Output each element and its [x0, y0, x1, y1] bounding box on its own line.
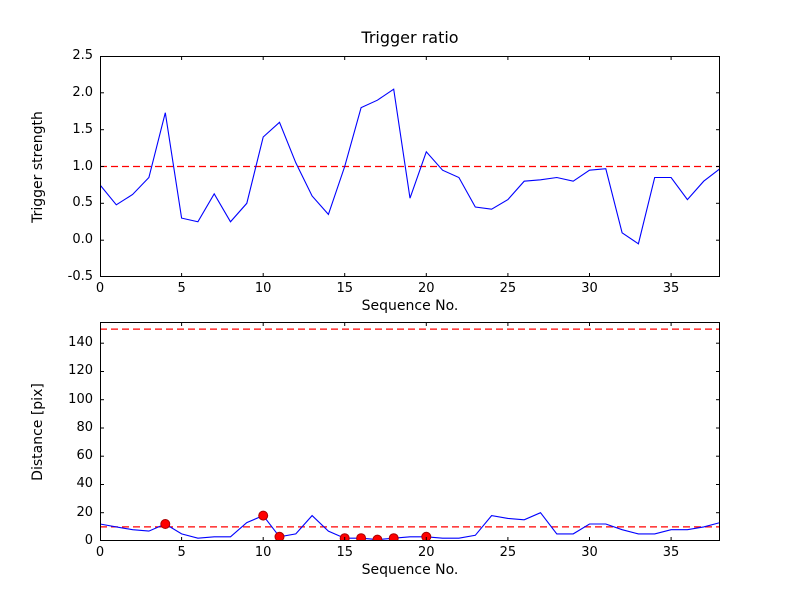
x-tick-label: 0: [95, 545, 105, 560]
x-tick-label: 15: [336, 545, 354, 560]
x-tick-label: 35: [662, 545, 680, 560]
y-tick-label: 0: [84, 533, 93, 548]
x-axis-label: Sequence No.: [361, 298, 459, 314]
y-tick-label: 0.5: [72, 195, 93, 211]
x-tick-label: 25: [499, 545, 517, 560]
trigger-marker: [372, 534, 383, 541]
y-tick-label: 40: [76, 476, 93, 492]
y-tick-label: 2.0: [72, 84, 93, 100]
distance-chart: Distance [pix] Sequence No. 0 5 10 15 20 25 30…: [30, 322, 720, 578]
x-tick-label: 10: [254, 281, 272, 296]
y-tick-label: 120: [68, 363, 93, 379]
x-tick-label: 35: [662, 281, 680, 296]
y-tick-label: 2.5: [72, 48, 93, 63]
x-tick-label: 20: [418, 281, 435, 296]
x-tick-label: 5: [177, 545, 186, 560]
plot-area: [100, 56, 720, 277]
x-tick-label: 30: [581, 545, 598, 560]
y-tick-label: 100: [68, 391, 93, 407]
y-tick-label: 1.0: [72, 158, 93, 174]
series-line: [100, 88, 720, 245]
y-tick-label: 60: [76, 448, 93, 464]
trigger-marker: [421, 531, 432, 541]
y-tick-label: 1.5: [72, 121, 93, 137]
x-tick-label: 30: [581, 281, 598, 296]
axes-frame: [100, 56, 720, 277]
y-tick-label: 20: [76, 504, 93, 520]
x-tick-label: 0: [95, 281, 105, 296]
y-axis-label: Distance [pix]: [30, 382, 46, 481]
trigger-marker: [274, 531, 285, 541]
trigger-marker: [160, 519, 171, 529]
trigger-marker: [356, 533, 367, 541]
x-tick-label: 5: [177, 281, 186, 296]
trigger-marker: [258, 510, 269, 521]
y-tick-label: -0.5: [67, 269, 93, 284]
y-axis-label-wrap: Trigger strength: [28, 56, 48, 277]
y-tick-label: 0.0: [72, 232, 93, 248]
trigger-marker: [388, 533, 399, 541]
x-axis-label: Sequence No.: [361, 562, 459, 578]
x-tick-label: 25: [499, 281, 517, 296]
axes-frame: [100, 322, 720, 541]
trigger-ratio-chart: Trigger ratio Trigger strength Sequence …: [30, 29, 720, 314]
y-tick-label: 80: [76, 419, 93, 435]
x-tick-label: 15: [336, 281, 354, 296]
chart-title: Trigger ratio: [361, 28, 459, 47]
plot-area: [100, 322, 720, 541]
x-tick-label: 10: [254, 545, 272, 560]
y-tick-label: 140: [68, 335, 93, 351]
y-axis-label: Trigger strength: [30, 110, 47, 223]
x-tick-label: 20: [418, 545, 435, 560]
series-line: [100, 512, 720, 541]
y-axis-label-wrap: Distance [pix]: [28, 322, 48, 541]
